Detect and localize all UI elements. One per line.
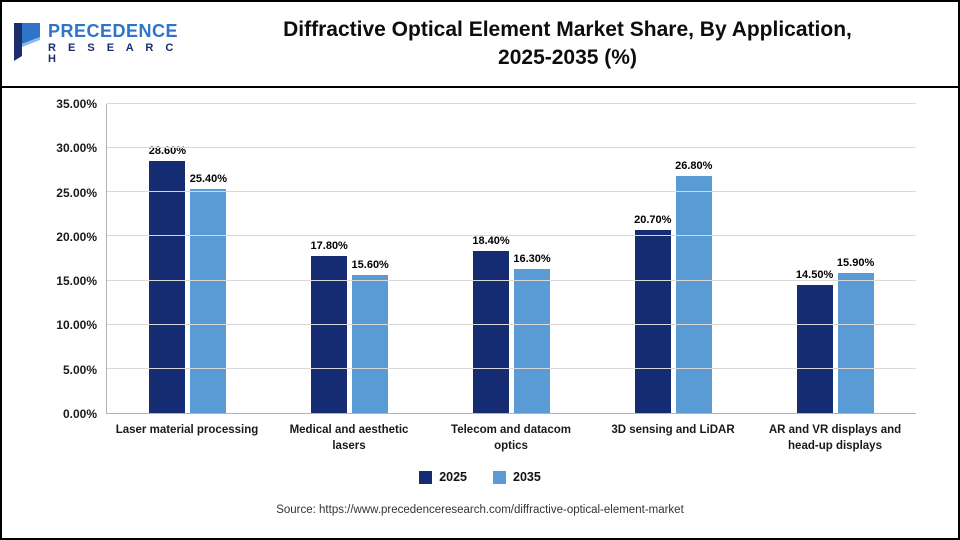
bar-value-label: 25.40% [189, 172, 228, 185]
bar-2035: 26.80% [675, 160, 712, 413]
bar-2025: 17.80% [311, 240, 348, 413]
legend-label-2025: 2025 [439, 470, 467, 485]
y-axis-tick-label: 0.00% [62, 407, 97, 421]
y-axis-tick-label: 20.00% [56, 229, 97, 244]
category-label: Laser material processing [115, 424, 259, 436]
chart-section: 0.00% 5.00% 10.00% 15.00% 20.00% 25.00% 30.00%… [2, 88, 958, 538]
gridline [107, 367, 916, 369]
y-axis-tick-label: 15.00% [56, 274, 97, 289]
bar-value-label: 18.40% [472, 234, 510, 247]
plot-area: 28.60% 25.40% 17.80% 15.60% 18.40% 16.30% 20.7… [106, 103, 916, 414]
chart-title-line1: Diffractive Optical Element Market Share… [283, 17, 852, 41]
legend-label-2035: 2035 [513, 470, 541, 485]
legend: 2025 2035 [2, 470, 958, 484]
gridline [107, 103, 916, 104]
bar-value-label: 26.80% [675, 160, 713, 173]
bar-groups: 28.60% 25.40% 17.80% 15.60% 18.40% 16.30% 20.7… [107, 104, 916, 413]
y-axis-tick-label: 25.00% [56, 185, 97, 200]
chart-title-line2: 2025-2035 (%) [498, 46, 637, 69]
gridline [107, 279, 916, 281]
legend-item-2025: 2025 [419, 470, 467, 484]
bar-2035: 15.90% [837, 257, 874, 413]
bar-group: 14.50% 15.90% [754, 104, 916, 413]
y-axis-tick-label: 30.00% [56, 141, 97, 156]
category-label: Telecom and datacom optics [451, 424, 571, 453]
bar-value-label: 15.60% [351, 259, 389, 272]
bar-group: 17.80% 15.60% [269, 104, 431, 413]
gridline [107, 323, 916, 325]
header: PRECEDENCE R E S E A R C H Diffractive O… [2, 2, 958, 88]
y-axis-tick-label: 10.00% [56, 318, 97, 333]
logo-line1: PRECEDENCE [48, 21, 179, 41]
bar-2025: 14.50% [796, 269, 833, 413]
y-axis: 0.00% 5.00% 10.00% 15.00% 20.00% 25.00% 30.00%… [2, 97, 106, 421]
bar-value-label: 14.50% [795, 269, 834, 281]
legend-swatch-2035 [493, 470, 506, 484]
bar-group: 18.40% 16.30% [431, 104, 593, 413]
x-axis-category-labels: Laser material processing Medical and aes… [106, 414, 916, 454]
logo-line2: R E S E A R C H [48, 41, 178, 66]
y-axis-tick-label: 5.00% [62, 362, 97, 377]
bar-value-label: 16.30% [513, 253, 551, 266]
bar-2035: 25.40% [190, 173, 227, 413]
bar-2035: 15.60% [352, 259, 389, 413]
bar-value-label: 15.90% [836, 256, 875, 269]
bar-2025: 20.70% [634, 214, 671, 413]
source-row: Source: https://www.precedenceresearch.c… [2, 500, 958, 518]
legend-swatch-2025 [419, 470, 433, 484]
precedence-logo-icon [12, 22, 42, 67]
bar-2025: 28.60% [149, 145, 186, 413]
category-label: Medical and aesthetic lasers [289, 424, 409, 453]
category-label: 3D sensing and LiDAR [611, 424, 735, 436]
bar-value-label: 20.70% [634, 214, 672, 227]
precedence-research-logo: PRECEDENCE R E S E A R C H [12, 22, 197, 67]
gridline [107, 191, 916, 193]
chart-area: 0.00% 5.00% 10.00% 15.00% 20.00% 25.00% 30.00%… [2, 97, 958, 421]
legend-item-2035: 2035 [493, 470, 541, 484]
category-label: AR and VR displays and head-up displays [768, 424, 902, 453]
gridline [107, 235, 916, 237]
bar-group: 28.60% 25.40% [107, 104, 269, 413]
bar-2025: 18.40% [472, 235, 510, 413]
bar-group: 20.70% 26.80% [592, 104, 754, 413]
logo-text: PRECEDENCE R E S E A R C H [48, 22, 197, 66]
bar-2035: 16.30% [513, 253, 551, 413]
bar-value-label: 17.80% [310, 239, 348, 252]
source-text: Source: https://www.precedenceresearch.c… [276, 504, 684, 517]
chart-title: Diffractive Optical Element Market Share… [197, 16, 948, 73]
gridline [107, 147, 916, 149]
y-axis-tick-label: 35.00% [56, 97, 97, 111]
